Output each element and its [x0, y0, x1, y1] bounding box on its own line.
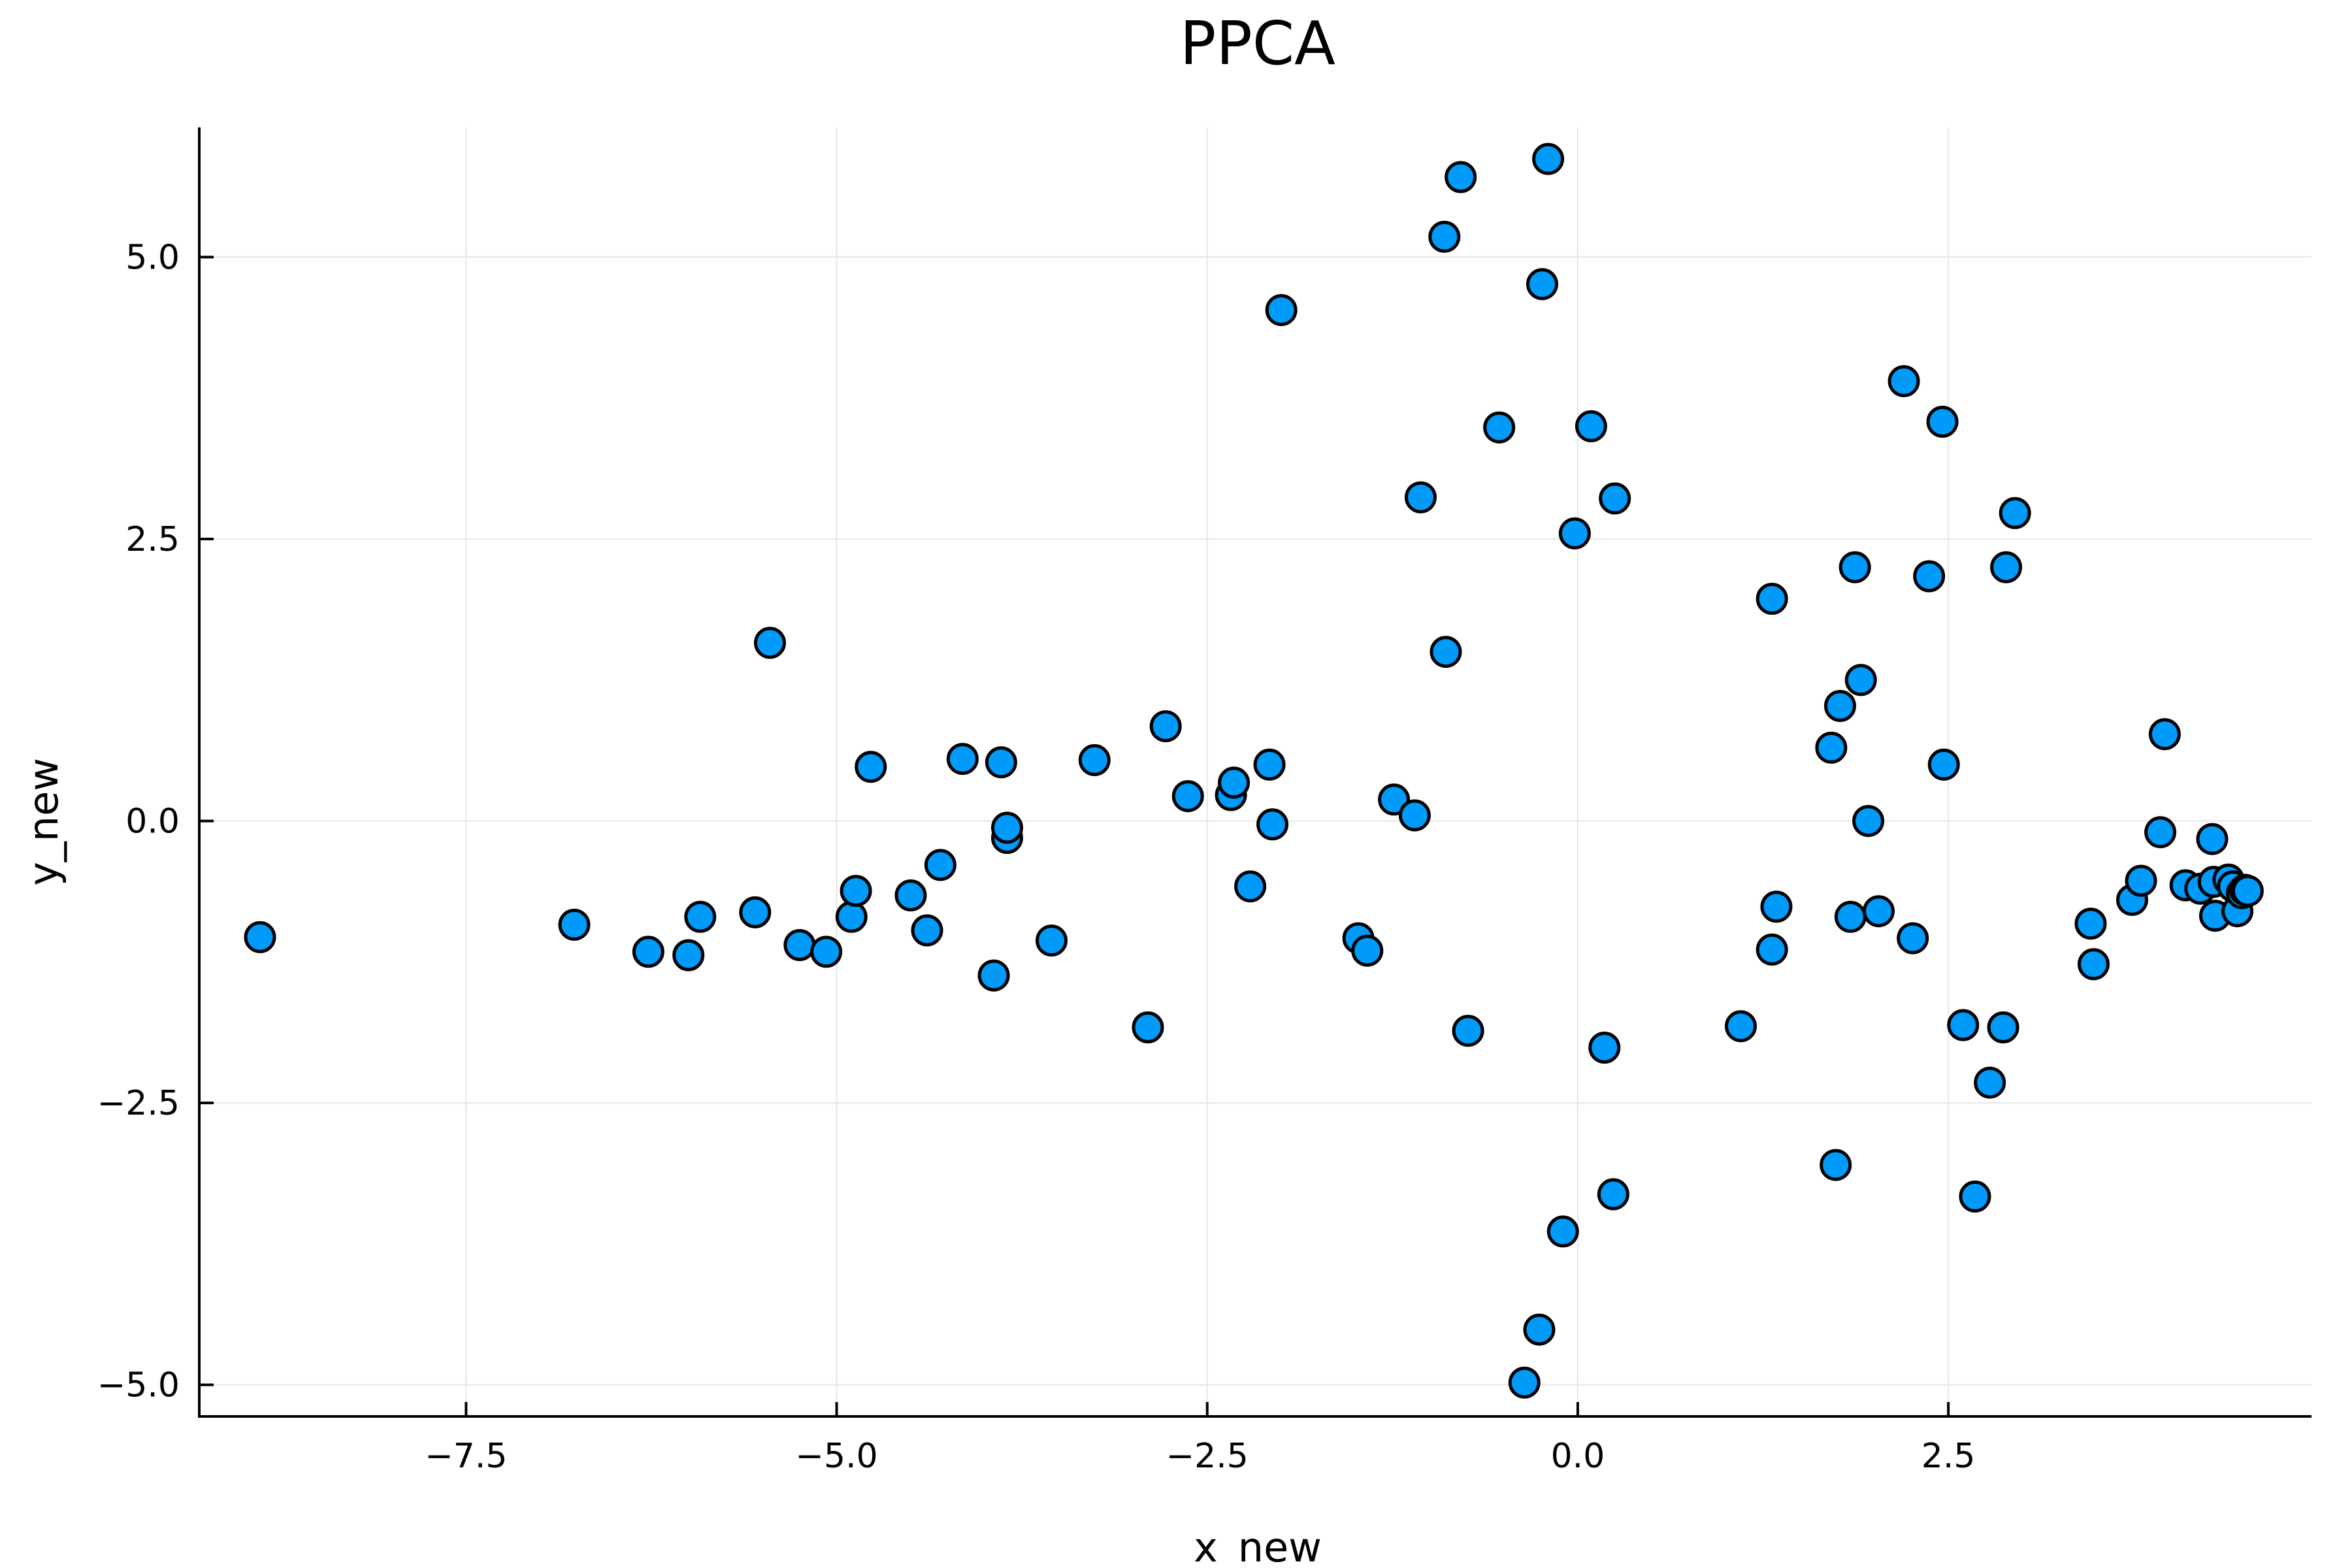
data-point [911, 914, 943, 947]
data-point [1508, 1366, 1541, 1399]
data-point [1218, 766, 1250, 799]
data-point [1756, 933, 1788, 966]
chart-title: PPCA [1180, 8, 1335, 78]
data-point [1256, 808, 1289, 841]
data-point [1546, 1215, 1579, 1248]
data-point [1132, 1011, 1164, 1043]
x-axis-title: x_new [1194, 1524, 1322, 1568]
data-point [1483, 411, 1516, 444]
data-points [244, 142, 2264, 1399]
data-point [1815, 731, 1848, 764]
data-point [1990, 551, 2023, 583]
data-point [558, 908, 591, 941]
data-point [1588, 1032, 1621, 1064]
data-point [1036, 924, 1068, 957]
data-point [1398, 799, 1431, 832]
data-point [672, 939, 705, 972]
data-point [1887, 365, 1920, 397]
data-point [1597, 1178, 1629, 1211]
data-point [1405, 481, 1437, 514]
data-point [2074, 907, 2107, 940]
data-point [1526, 268, 1558, 301]
data-point [1824, 690, 1856, 722]
data-point [2125, 864, 2157, 897]
data-point [985, 746, 1017, 779]
data-point [1927, 748, 1960, 781]
data-point [1987, 1011, 2019, 1043]
data-point [1926, 406, 1959, 438]
data-point [244, 921, 276, 953]
data-point [1558, 517, 1591, 549]
tick-labels: −7.5 −5.0 −2.5 0.0 2.5 −5.0 −2.5 0.0 2.5 5.0 [97, 238, 1976, 1476]
data-point [1756, 583, 1788, 615]
data-point [1599, 482, 1631, 515]
data-point [1844, 664, 1877, 696]
data-point [1452, 1015, 1484, 1047]
data-point [739, 896, 772, 928]
data-point [1378, 783, 1411, 816]
data-point [1913, 560, 1946, 593]
data-point [1852, 805, 1885, 838]
data-point [991, 811, 1023, 844]
data-point [754, 627, 786, 659]
x-tick-label: 0.0 [1551, 1437, 1605, 1476]
data-point [1838, 551, 1871, 583]
data-point [924, 849, 956, 881]
data-point [1253, 748, 1286, 781]
data-point [835, 900, 868, 933]
data-point [2231, 875, 2264, 907]
data-point [1428, 220, 1461, 253]
x-tick-label: −7.5 [425, 1437, 507, 1476]
data-point [946, 743, 979, 776]
data-point [1863, 895, 1895, 928]
data-point [783, 929, 816, 961]
data-point [1265, 294, 1298, 327]
data-point [1834, 900, 1867, 933]
data-point [810, 936, 843, 968]
data-point [1575, 410, 1607, 442]
data-point [1532, 142, 1565, 175]
data-point [632, 936, 664, 968]
data-point [1947, 1009, 1980, 1041]
data-point [1149, 710, 1182, 743]
data-point [1959, 1180, 1991, 1213]
data-point [855, 751, 887, 783]
data-point [1974, 1066, 2006, 1099]
data-point [840, 875, 872, 907]
data-point [1999, 497, 2031, 529]
data-point [1523, 1313, 1556, 1346]
y-tick-label: 0.0 [125, 802, 180, 841]
y-tick-label: −5.0 [97, 1366, 180, 1405]
data-point [1445, 161, 1477, 193]
y-axis-title: y_new [20, 758, 67, 886]
y-tick-label: −2.5 [97, 1084, 180, 1123]
x-tick-label: 2.5 [1921, 1437, 1976, 1476]
data-point [1760, 890, 1793, 923]
data-point [2148, 718, 2181, 751]
axes [198, 127, 2311, 1418]
x-tick-label: −5.0 [795, 1437, 877, 1476]
data-point [1897, 922, 1929, 955]
data-point [2144, 816, 2177, 849]
data-point [977, 959, 1010, 992]
data-point [684, 900, 717, 933]
y-tick-label: 5.0 [125, 238, 180, 278]
data-point [1234, 870, 1267, 903]
data-point [1078, 743, 1111, 776]
data-point [894, 879, 927, 911]
data-point [2196, 823, 2229, 855]
data-point [1820, 1149, 1852, 1181]
data-point [1351, 934, 1384, 967]
data-point [1429, 636, 1462, 668]
x-tick-label: −2.5 [1166, 1437, 1249, 1476]
data-point [1725, 1010, 1757, 1043]
data-point [2078, 948, 2110, 981]
y-tick-label: 2.5 [125, 520, 180, 559]
data-point [1171, 780, 1204, 813]
